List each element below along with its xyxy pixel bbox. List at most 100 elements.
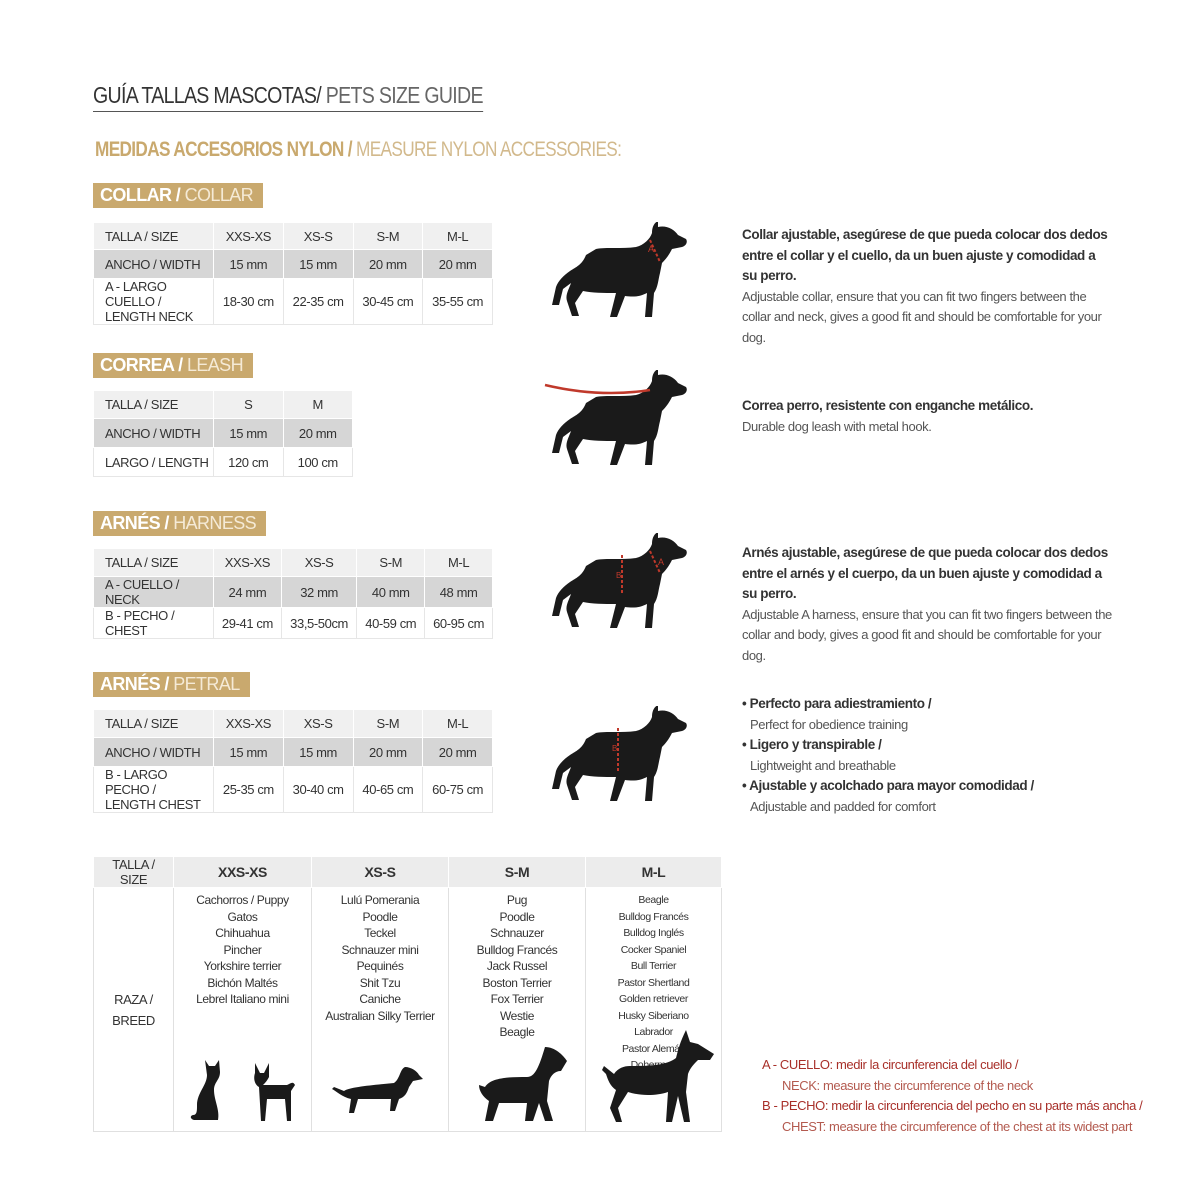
- table-cell: A - CUELLO / NECK: [93, 576, 214, 608]
- table-cell: XXS-XS: [213, 709, 284, 738]
- harness-tag: ARNÉS / HARNESS: [93, 511, 267, 536]
- text: A: [648, 244, 654, 254]
- table-cell: ANCHO / WIDTH: [93, 249, 214, 279]
- table-cell: B - LARGO PECHO / LENGTH CHEST: [93, 766, 214, 813]
- table-cell: 40 mm: [356, 576, 426, 608]
- table-cell: XXS-XS: [213, 548, 282, 577]
- table-cell: 40-59 cm: [356, 607, 426, 639]
- measurement-legend: A - CUELLO: medir la circunferencia del …: [762, 1055, 1162, 1137]
- table-cell: XS-S: [282, 222, 354, 250]
- text: Correa perro, resistente con enganche me…: [742, 398, 1034, 413]
- table-cell: 60-75 cm: [422, 766, 493, 813]
- table-cell: XS-S: [311, 856, 449, 888]
- text: MEASURE NYLON ACCESSORIES:: [351, 138, 622, 161]
- dog-petral-icon: B: [540, 706, 690, 806]
- dog-leash-icon: [544, 370, 690, 470]
- table-cell: 18-30 cm: [213, 278, 284, 325]
- table-cell: RAZA / BREED: [93, 887, 174, 1132]
- breed-item: Caniche: [359, 992, 401, 1006]
- breed-item: Cachorros / Puppy: [196, 893, 289, 907]
- breed-item: Fox Terrier: [490, 992, 544, 1006]
- collar-tag: COLLAR / COLLAR: [93, 183, 264, 208]
- breed-item: Australian Silky Terrier: [325, 1008, 435, 1023]
- table-cell: M-L: [422, 709, 493, 738]
- breed-item: Jack Russel: [486, 959, 548, 973]
- text: NECK: measure the circumference of the n…: [782, 1077, 1033, 1093]
- breed-item: Pastor Alemán: [621, 1042, 686, 1055]
- text: • Perfecto para adiestramiento /: [742, 696, 932, 711]
- table-cell: 24 mm: [213, 576, 282, 608]
- table-cell: TALLA / SIZE: [93, 548, 214, 577]
- table-cell: 25-35 cm: [213, 766, 284, 813]
- table-cell: 35-55 cm: [422, 278, 493, 325]
- table-cell: S-M: [356, 548, 426, 577]
- table-cell: 15 mm: [213, 418, 284, 448]
- table-cell: 20 mm: [422, 249, 493, 279]
- text: HARNESS: [168, 513, 257, 533]
- dog-harness-icon: AB: [540, 533, 690, 633]
- breed-item: Westie: [499, 1008, 535, 1023]
- table-cell: M-L: [424, 548, 493, 577]
- table-cell: XXS-XS: [213, 222, 284, 250]
- collar-table: TALLA / SIZE XXS-XS XS-S S-M M-L ANCHO / WID…: [93, 222, 493, 325]
- table-cell: 15 mm: [282, 249, 354, 279]
- table-cell: ANCHO / WIDTH: [93, 737, 214, 767]
- text: Adjustable A harness, ensure that you ca…: [742, 606, 1112, 663]
- table-cell: 32 mm: [280, 576, 358, 608]
- table-cell: M-L: [422, 222, 493, 250]
- table-cell: TALLA / SIZE: [93, 390, 214, 419]
- text: PETS SIZE GUIDE: [320, 82, 484, 108]
- breed-item: Bulldog Francés: [476, 942, 558, 957]
- petral-table: TALLA / SIZE XXS-XS XS-S S-M M-L ANCHO / WID…: [93, 709, 493, 813]
- table-cell: A - LARGO CUELLO / LENGTH NECK: [93, 278, 214, 325]
- table-cell: 15 mm: [213, 249, 284, 279]
- table-cell: 48 mm: [424, 576, 493, 608]
- breed-item: Bull Terrier: [630, 960, 677, 972]
- table-cell: S-M: [352, 222, 424, 250]
- table-cell: 30-40 cm: [282, 766, 354, 813]
- text: • Ligero y transpirable /: [742, 737, 882, 752]
- breed-item: Teckel: [364, 926, 396, 940]
- breed-item: Cocker Spaniel: [620, 943, 687, 956]
- text: MEDIDAS ACCESORIOS NYLON /: [95, 138, 353, 161]
- page-title: GUÍA TALLAS MASCOTAS/ PETS SIZE GUIDE: [93, 82, 484, 112]
- table-cell: B - PECHO / CHEST: [93, 607, 214, 639]
- breed-item: Shit Tzu: [359, 975, 401, 990]
- breed-item: Chihuahua: [215, 926, 270, 940]
- breed-item: Pastor Shertland: [617, 976, 690, 989]
- text: Adjustable and padded for comfort: [750, 798, 936, 814]
- text: COLLAR: [180, 185, 254, 205]
- text: ARNÉS /: [100, 513, 169, 533]
- harness-table: TALLA / SIZE XXS-XS XS-S S-M M-L A - CUELLO …: [93, 548, 493, 639]
- breed-item: Husky Siberiano: [618, 1009, 689, 1022]
- breed-item: Poodle: [362, 909, 398, 924]
- text: Arnés ajustable, asegúrese de que pueda …: [742, 545, 1108, 601]
- breed-item: Beagle: [499, 1025, 535, 1039]
- breed-item: Pequinés: [356, 959, 404, 973]
- text: B: [612, 744, 617, 753]
- table-cell: TALLA / SIZE: [93, 222, 214, 250]
- breed-item: Poodle: [499, 909, 535, 924]
- breed-item: Lulú Pomerania: [340, 893, 420, 907]
- table-cell: S-M: [352, 709, 424, 738]
- breed-item: Gatos: [227, 909, 258, 924]
- petral-features: • Perfecto para adiestramiento / Perfect …: [742, 694, 1112, 817]
- text: CORREA /: [100, 355, 183, 375]
- text: Perfect for obedience training: [750, 716, 908, 732]
- table-cell: 33,5-50cm: [280, 607, 358, 639]
- breed-item: Beagle: [638, 894, 669, 906]
- text: B: [616, 571, 621, 580]
- breed-item: Schnauzer: [490, 926, 544, 940]
- table-cell: XS-S: [280, 548, 358, 577]
- table-cell: 15 mm: [282, 737, 354, 767]
- text: A: [658, 557, 664, 567]
- text: B - PECHO: medir la circunferencia del p…: [762, 1098, 1143, 1113]
- breed-item: Bichón Maltés: [207, 975, 278, 990]
- text: Lightweight and breathable: [750, 757, 896, 773]
- breed-item: Pug: [506, 893, 528, 907]
- cat-chihuahua-icon: [190, 1060, 295, 1121]
- text: Collar ajustable, asegúrese de que pueda…: [742, 227, 1108, 283]
- table-cell: S: [213, 390, 284, 419]
- table-cell: 29-41 cm: [213, 607, 282, 639]
- table-cell: 40-65 cm: [352, 766, 424, 813]
